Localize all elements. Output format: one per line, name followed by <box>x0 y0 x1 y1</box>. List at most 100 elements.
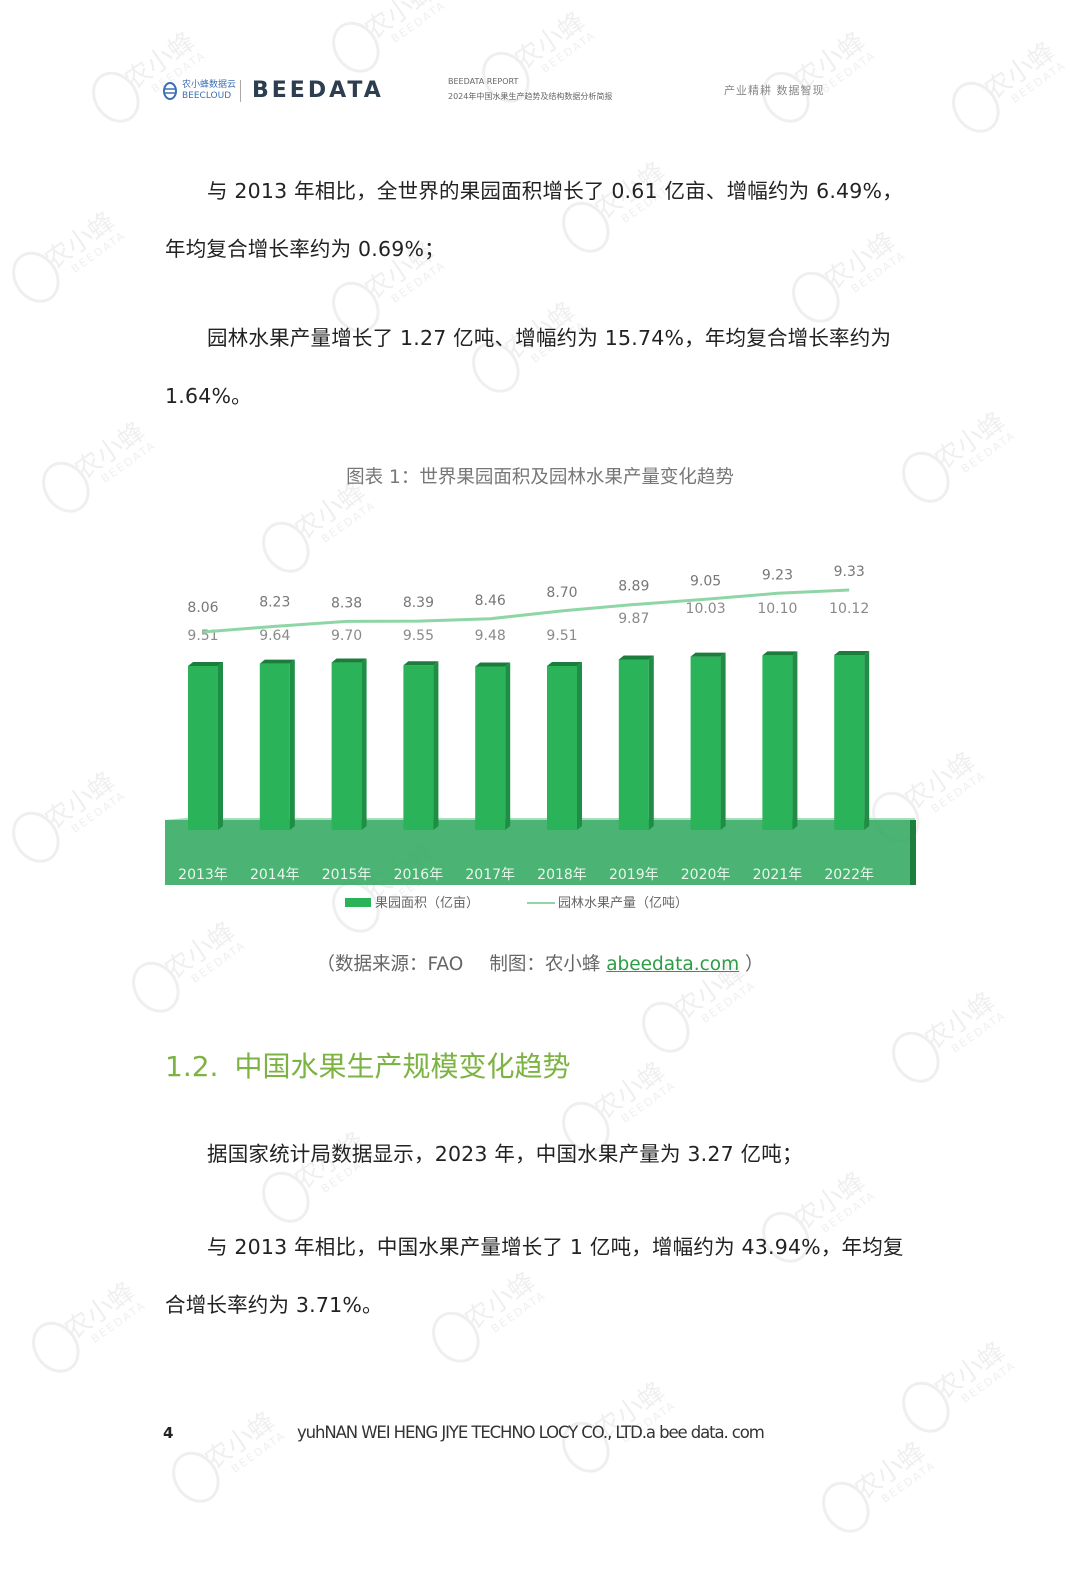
watermark-text: 农小蜂 <box>509 6 591 76</box>
watermark-text: 农小蜂 <box>929 1336 1011 1406</box>
watermark-bee-icon <box>82 62 150 132</box>
bar-top <box>188 661 223 666</box>
line-value-label: 8.39 <box>403 595 434 611</box>
bar-side <box>792 651 798 830</box>
section-heading: 1.2. 中国水果生产规模变化趋势 <box>165 1045 570 1085</box>
section-title: 中国水果生产规模变化趋势 <box>234 1050 571 1083</box>
bar-value-label: 9.51 <box>546 628 577 644</box>
legend-label: 园林水果产量（亿吨） <box>558 896 688 911</box>
figure-source: （数据来源：FAO 制图：农小蜂 abeedata.com ） <box>0 950 1080 976</box>
paragraph-line: 与 2013 年相比，中国水果产量增长了 1 亿吨，增幅约为 43.94%，年均… <box>207 1235 904 1259</box>
bar <box>259 663 290 830</box>
line-value-label: 8.89 <box>618 579 649 595</box>
source-suffix: ） <box>745 954 764 975</box>
paragraph-line: 合增长率约为 3.71%。 <box>165 1293 383 1317</box>
legend-bar-swatch <box>345 898 371 907</box>
bar-value-label: 10.10 <box>757 601 797 617</box>
section-number: 1.2. <box>165 1050 219 1083</box>
watermark-subtext: BEEDATA <box>878 1458 939 1506</box>
report-title: 2024年中国水果生产趋势及结构数据分析简报 <box>448 92 613 101</box>
bar <box>690 656 721 830</box>
x-tick-label: 2019年 <box>609 867 659 883</box>
bar-side <box>720 652 726 830</box>
watermark-bee-icon <box>22 1312 90 1382</box>
bar <box>762 655 793 830</box>
paragraph-world-area: 与 2013 年相比，全世界的果园面积增长了 0.61 亿亩、增幅约为 6.49… <box>165 162 925 278</box>
x-tick-label: 2021年 <box>753 867 803 883</box>
line-value-label: 9.33 <box>834 564 865 580</box>
bar <box>834 655 865 830</box>
bar-top <box>834 651 870 655</box>
watermark-text: 农小蜂 <box>359 0 441 46</box>
x-tick-label: 2018年 <box>537 867 587 883</box>
x-tick-label: 2013年 <box>178 867 228 883</box>
paragraph-line: 园林水果产量增长了 1.27 亿吨、增幅约为 15.74%，年均复合增长率约为 <box>207 326 892 350</box>
bar <box>403 665 434 830</box>
line-value-label: 8.23 <box>259 594 290 610</box>
line-value-label: 8.46 <box>475 593 506 609</box>
brand-small: 农小蜂数据云 BEECLOUD <box>182 80 236 102</box>
bar-top <box>403 661 439 666</box>
watermark-subtext: BEEDATA <box>948 1008 1009 1056</box>
source-prefix: （数据来源：FAO <box>316 954 464 975</box>
bar-top <box>331 658 367 663</box>
bar-value-label: 10.12 <box>829 601 869 617</box>
bar-value-label: 9.87 <box>618 611 649 627</box>
watermark-bee-icon <box>892 1372 960 1442</box>
report-label: BEEDATA REPORT <box>448 77 519 86</box>
bar-top <box>762 651 798 656</box>
watermark-text: 农小蜂 <box>59 1276 141 1346</box>
paragraph-china-growth: 与 2013 年相比，中国水果产量增长了 1 亿吨，增幅约为 43.94%，年均… <box>165 1218 925 1334</box>
header-slogan: 产业精耕 数据智现 <box>724 84 825 97</box>
watermark-text: 农小蜂 <box>979 36 1061 106</box>
bar-value-label: 9.55 <box>403 628 434 644</box>
watermark-text: 农小蜂 <box>589 1056 671 1126</box>
x-tick-label: 2020年 <box>681 867 731 883</box>
bar-top <box>690 652 726 657</box>
bar-value-label: 10.03 <box>686 601 726 617</box>
x-tick-label: 2022年 <box>824 867 874 883</box>
watermark-bee-icon <box>162 1442 230 1512</box>
watermark-text: 农小蜂 <box>849 1436 931 1506</box>
line-value-label: 8.38 <box>331 595 362 611</box>
x-tick-label: 2015年 <box>322 867 372 883</box>
bar <box>618 659 649 830</box>
brand-logo-text: BEEDATA <box>252 78 384 103</box>
bar-top <box>259 659 295 664</box>
paragraph-line: 1.64%。 <box>165 384 252 408</box>
source-link[interactable]: abeedata.com <box>606 954 740 975</box>
chart-container: 9.51 2013年 9.64 2014年 9.70 2015年 9.55 2016年 9.48… <box>160 530 930 920</box>
watermark-subtext: BEEDATA <box>388 0 449 46</box>
watermark-text: 农小蜂 <box>39 766 121 836</box>
brand-small-cn: 农小蜂数据云 <box>182 80 237 90</box>
bar-value-label: 9.70 <box>331 628 362 644</box>
x-tick-label: 2016年 <box>394 867 444 883</box>
watermark-bee-icon <box>322 12 390 82</box>
page-number: 4 <box>163 1424 174 1442</box>
paragraph-china-output: 据国家统计局数据显示，2023 年，中国水果产量为 3.27 亿吨； <box>165 1125 925 1183</box>
source-maker: 制图：农小蜂 <box>489 954 601 975</box>
chart-platform-front <box>165 820 915 885</box>
line-series <box>202 588 850 634</box>
watermark-subtext: BEEDATA <box>68 788 129 836</box>
watermark-subtext: BEEDATA <box>228 1428 289 1476</box>
footer-company: yuhNAN WEI HENG JIYE TECHNO LOCY CO., LT… <box>297 1423 765 1442</box>
watermark-subtext: BEEDATA <box>538 28 599 76</box>
bar-side <box>433 661 439 830</box>
bar <box>547 665 577 830</box>
bar <box>475 666 506 830</box>
paragraph-line: 据国家统计局数据显示，2023 年，中国水果产量为 3.27 亿吨； <box>207 1142 803 1166</box>
bar <box>188 665 218 830</box>
bar-side <box>505 662 511 830</box>
watermark-bee-icon <box>942 72 1010 142</box>
logo-divider <box>240 80 241 102</box>
bar-side <box>864 651 870 830</box>
watermark-subtext: BEEDATA <box>1008 58 1069 106</box>
line-value-label: 8.06 <box>187 600 218 616</box>
